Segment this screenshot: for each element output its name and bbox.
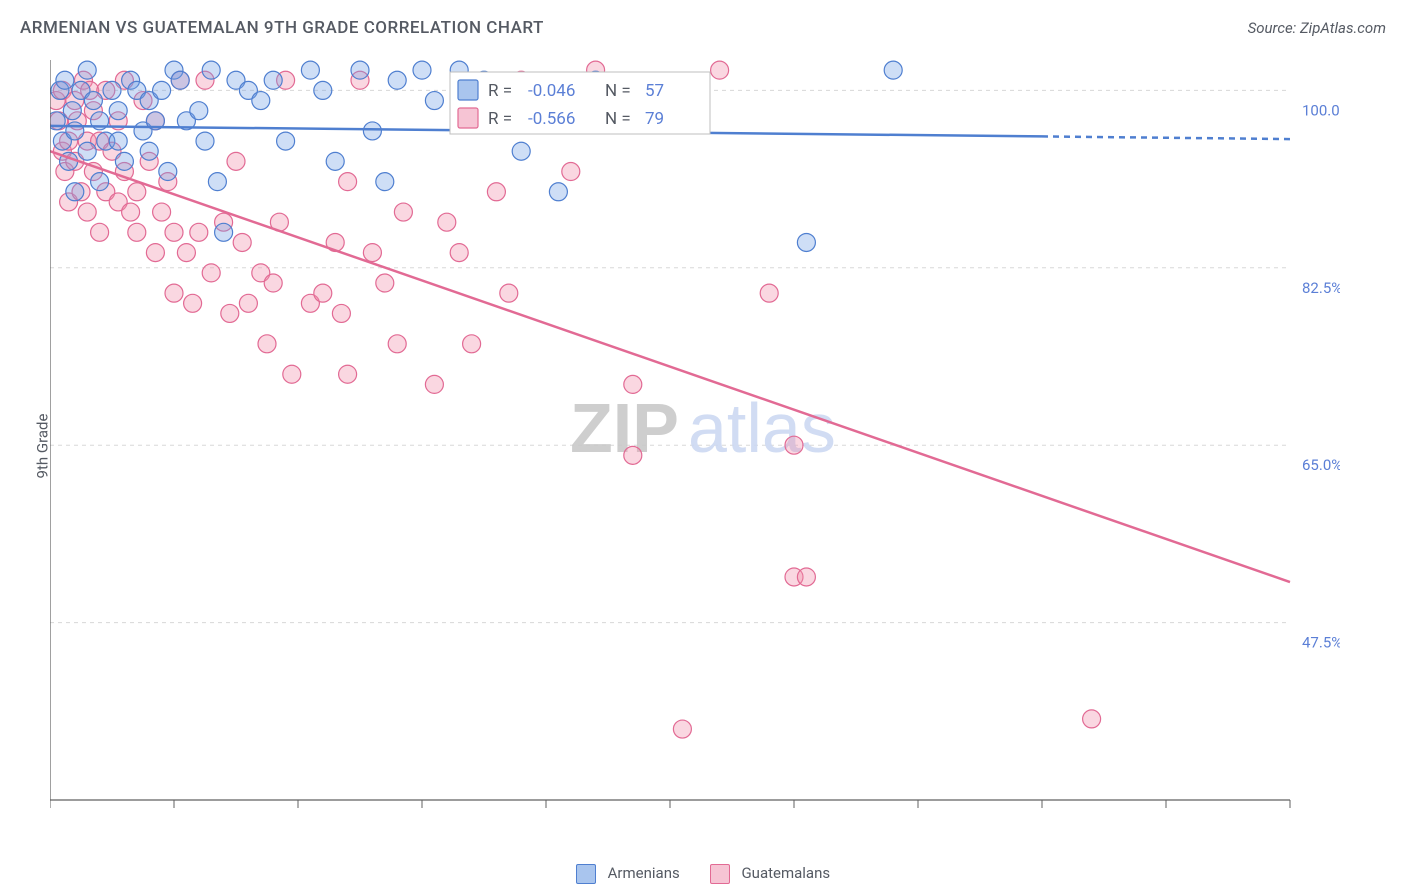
svg-text:-0.046: -0.046 xyxy=(528,81,575,101)
legend-item-armenians: Armenians xyxy=(576,864,680,884)
svg-text:65.0%: 65.0% xyxy=(1302,456,1340,474)
chart-source: Source: ZipAtlas.com xyxy=(1248,19,1386,37)
legend-bottom: Armenians Guatemalans xyxy=(0,864,1406,884)
svg-text:-0.566: -0.566 xyxy=(528,109,575,129)
svg-text:N =: N = xyxy=(605,109,631,129)
chart-area: 47.5%65.0%82.5%100.0%ZIPatlasR = -0.046N… xyxy=(50,60,1340,820)
svg-text:N =: N = xyxy=(605,81,631,101)
svg-text:82.5%: 82.5% xyxy=(1302,279,1340,297)
svg-text:R =: R = xyxy=(488,109,512,129)
legend-swatch-armenians xyxy=(576,864,596,884)
legend-item-guatemalans: Guatemalans xyxy=(710,864,830,884)
svg-text:atlas: atlas xyxy=(688,389,836,467)
legend-label-guatemalans: Guatemalans xyxy=(741,864,830,882)
legend-label-armenians: Armenians xyxy=(608,864,680,882)
svg-text:47.5%: 47.5% xyxy=(1302,634,1340,652)
y-axis-label: 9th Grade xyxy=(33,414,51,479)
svg-text:57: 57 xyxy=(645,81,664,101)
scatter-chart-svg: 47.5%65.0%82.5%100.0%ZIPatlasR = -0.046N… xyxy=(50,60,1340,820)
svg-text:100.0%: 100.0% xyxy=(1302,101,1340,119)
svg-text:R =: R = xyxy=(488,81,512,101)
legend-swatch-guatemalans xyxy=(710,864,730,884)
svg-text:79: 79 xyxy=(645,109,664,129)
chart-title: ARMENIAN VS GUATEMALAN 9TH GRADE CORRELA… xyxy=(20,18,544,38)
